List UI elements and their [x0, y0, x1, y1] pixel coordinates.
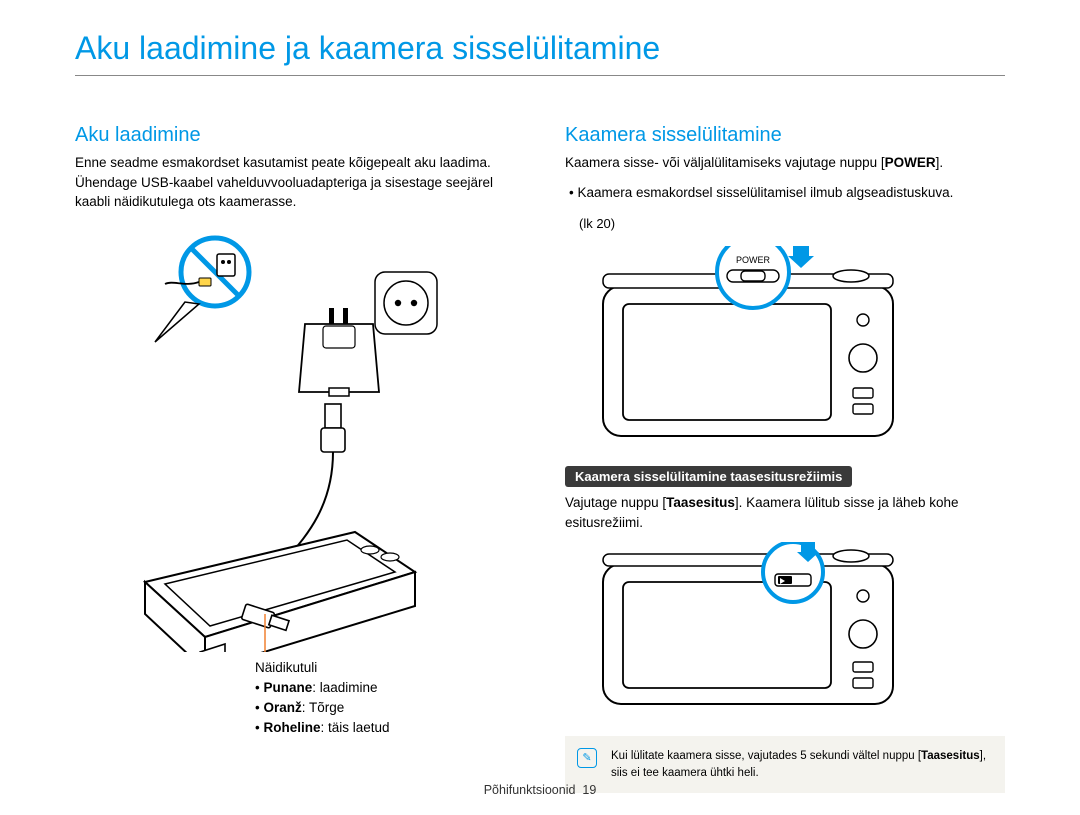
right-p1: Kaamera sisse- või väljalülitamiseks vaj…	[565, 153, 1005, 173]
right-bullet1: Kaamera esmakordsel sisselülitamisel ilm…	[565, 183, 1005, 203]
note-icon: ✎	[577, 748, 597, 768]
charging-illustration	[75, 222, 505, 652]
right-heading: Kaamera sisselülitamine	[565, 124, 1005, 147]
page-footer: Põhifunktsioonid 19	[0, 783, 1080, 797]
right-bullet1-ref: (lk 20)	[565, 215, 1005, 233]
right-p2: Vajutage nuppu [Taasesitus]. Kaamera lül…	[565, 493, 1005, 532]
power-diagram: POWER	[583, 246, 1005, 446]
led-legend: Näidikutuli • Punane: laadimine • Oranž:…	[75, 658, 515, 739]
camera-playback-illustration	[583, 542, 913, 712]
right-column: Kaamera sisselülitamine Kaamera sisse- v…	[565, 124, 1005, 793]
legend-item-red: • Punane: laadimine	[255, 678, 515, 698]
legend-title: Näidikutuli	[255, 658, 515, 678]
left-paragraph: Enne seadme esmakordset kasutamist peate…	[75, 153, 515, 212]
legend-item-orange: • Oranž: Tõrge	[255, 698, 515, 718]
camera-power-illustration: POWER	[583, 246, 913, 446]
legend-item-green: • Roheline: täis laetud	[255, 718, 515, 738]
content-columns: Aku laadimine Enne seadme esmakordset ka…	[75, 124, 1005, 793]
page-title: Aku laadimine ja kaamera sisselülitamine	[75, 30, 1005, 76]
playback-diagram	[583, 542, 1005, 712]
playback-mode-badge: Kaamera sisselülitamine taasesitusrežiim…	[565, 466, 852, 487]
power-label-text: POWER	[736, 255, 771, 265]
charging-diagram	[75, 222, 515, 652]
left-column: Aku laadimine Enne seadme esmakordset ka…	[75, 124, 515, 793]
left-heading: Aku laadimine	[75, 124, 515, 147]
